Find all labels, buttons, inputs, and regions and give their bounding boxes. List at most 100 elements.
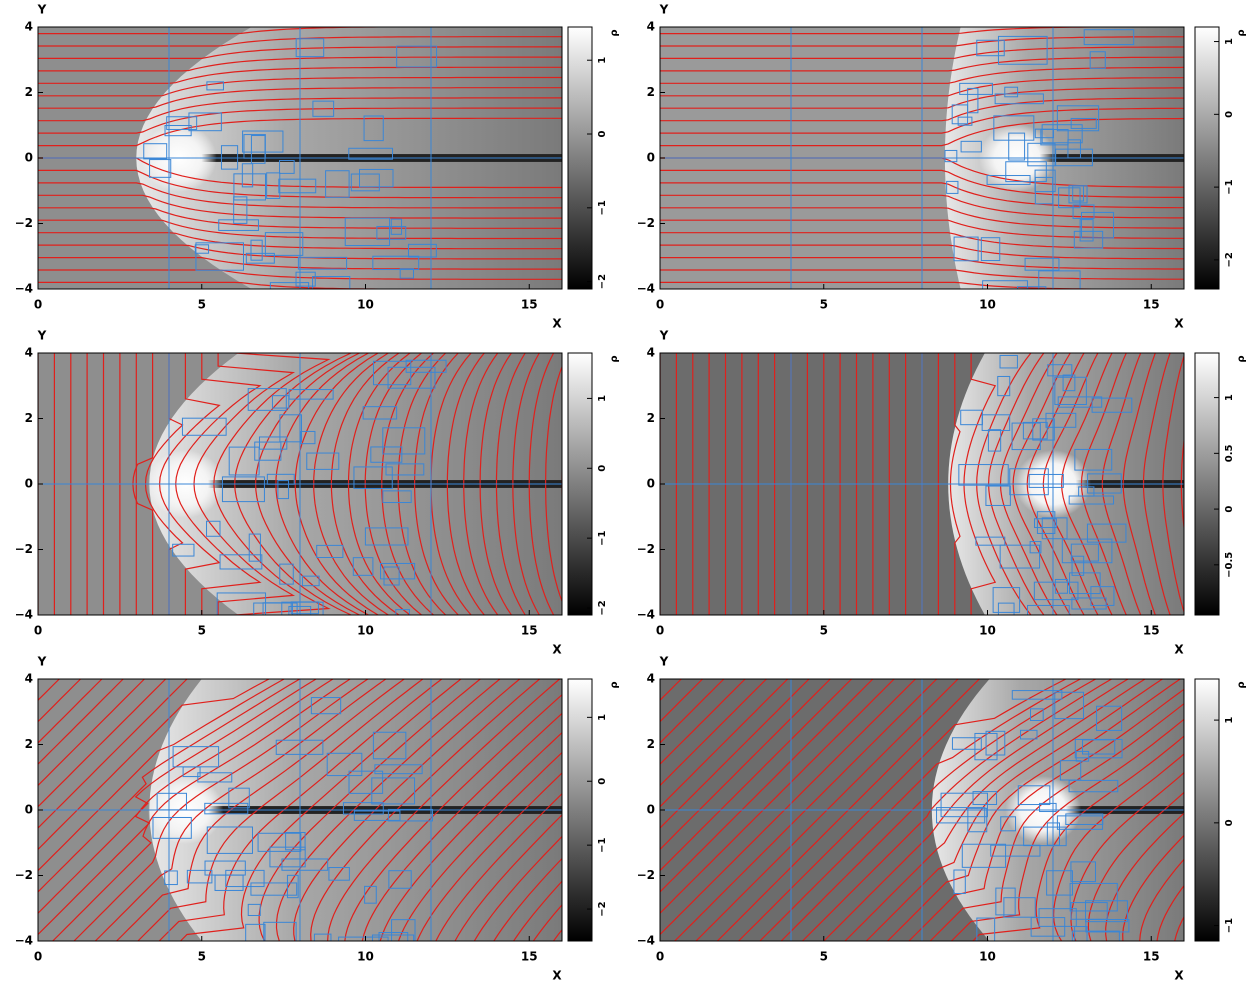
mesh-box bbox=[286, 874, 299, 899]
mesh-box bbox=[1027, 142, 1056, 167]
field-line bbox=[38, 679, 125, 765]
mesh-box bbox=[1070, 117, 1097, 129]
mesh-box bbox=[250, 135, 266, 164]
mesh-box bbox=[279, 563, 294, 585]
y-tick-label: −2 bbox=[15, 868, 33, 882]
x-tick-label: 15 bbox=[521, 298, 538, 312]
mesh-box bbox=[946, 180, 959, 194]
mesh-box bbox=[1040, 128, 1069, 146]
mesh-box bbox=[269, 282, 310, 289]
colorbar: −1 0 1 ρ bbox=[1194, 678, 1246, 942]
mesh-box bbox=[279, 414, 303, 443]
density-field bbox=[38, 679, 562, 941]
y-tick-label: −2 bbox=[637, 542, 655, 556]
mesh-box bbox=[328, 867, 350, 881]
y-tick-label: −2 bbox=[15, 216, 33, 230]
mesh-box bbox=[316, 544, 344, 559]
mesh-box bbox=[1005, 161, 1047, 183]
y-tick-label: −4 bbox=[637, 282, 655, 296]
mesh-box bbox=[295, 271, 316, 287]
field-line bbox=[1233, 346, 1246, 621]
x-tick-label: 5 bbox=[198, 298, 206, 312]
mesh-box bbox=[1074, 926, 1088, 941]
y-tick-label: −4 bbox=[15, 282, 33, 296]
mesh-box bbox=[382, 490, 412, 504]
mesh-box bbox=[1022, 421, 1048, 440]
mesh-box bbox=[1047, 364, 1073, 377]
mesh-box bbox=[1078, 486, 1095, 497]
mesh-box bbox=[1041, 517, 1068, 540]
mesh-box bbox=[1086, 523, 1127, 543]
mesh-box bbox=[1038, 270, 1081, 289]
mesh-box bbox=[233, 196, 248, 224]
mesh-box bbox=[999, 354, 1018, 369]
mesh-box bbox=[149, 159, 172, 178]
mesh-box bbox=[348, 770, 384, 794]
mesh-box bbox=[982, 280, 1028, 289]
mesh-box bbox=[247, 903, 261, 916]
field-line bbox=[473, 835, 562, 941]
mesh-box bbox=[1011, 422, 1041, 451]
colorbar-tick-label: −2 bbox=[597, 901, 608, 916]
mesh-box bbox=[405, 359, 447, 373]
mesh-box bbox=[245, 923, 266, 941]
mesh-box bbox=[182, 766, 201, 778]
mesh-box bbox=[1087, 473, 1122, 494]
mesh-box bbox=[288, 605, 312, 615]
mesh-box bbox=[228, 787, 250, 809]
mesh-box bbox=[995, 887, 1016, 916]
colorbar-gradient bbox=[1194, 352, 1220, 616]
mesh-box bbox=[967, 87, 979, 114]
mesh-box bbox=[1027, 604, 1070, 615]
mesh-box bbox=[1072, 204, 1095, 219]
x-tick-label: 10 bbox=[357, 950, 374, 964]
x-tick-label: 10 bbox=[979, 624, 996, 638]
mesh-box bbox=[1003, 897, 1036, 918]
mesh-box bbox=[241, 163, 254, 188]
mesh-box bbox=[1074, 448, 1113, 471]
mesh-box bbox=[975, 536, 1006, 546]
mesh bbox=[660, 353, 1184, 615]
mesh-box bbox=[981, 414, 1011, 431]
mesh-box bbox=[186, 869, 213, 884]
colorbar-tick-label: 1 bbox=[1224, 717, 1235, 724]
colorbar: −0.5 0 0.5 1 ρ bbox=[1194, 352, 1246, 616]
y-tick-label: 4 bbox=[25, 20, 33, 34]
mesh-box bbox=[980, 237, 1001, 262]
colorbar-gradient bbox=[567, 26, 593, 290]
mesh-box bbox=[214, 874, 244, 891]
mesh-box bbox=[1023, 826, 1067, 847]
x-axis-label: X bbox=[1174, 969, 1184, 983]
field-line bbox=[38, 679, 82, 723]
x-tick-label: 10 bbox=[357, 298, 374, 312]
mesh-box bbox=[1091, 397, 1133, 413]
mesh-box bbox=[997, 602, 1015, 615]
mesh-box bbox=[953, 236, 979, 262]
mesh-box bbox=[338, 936, 389, 941]
colorbar-gradient bbox=[567, 678, 593, 942]
mesh-box bbox=[997, 375, 1011, 397]
mesh-box bbox=[206, 81, 224, 91]
panel: 0 5 10 15 −4 −2 0 2 4 X Y −1 0 1 ρ bbox=[637, 655, 1246, 983]
field-line bbox=[38, 679, 103, 744]
mesh-box bbox=[350, 173, 380, 192]
mesh-box bbox=[313, 933, 332, 941]
mesh-box bbox=[266, 172, 281, 199]
mesh bbox=[38, 353, 562, 615]
colorbar-tick-label: −2 bbox=[597, 274, 608, 289]
density-field bbox=[660, 679, 1184, 941]
mesh-box bbox=[312, 276, 351, 289]
mesh-box bbox=[326, 752, 363, 777]
mesh-box bbox=[364, 527, 409, 546]
mesh-box bbox=[275, 739, 324, 755]
mesh-box bbox=[380, 562, 416, 580]
mesh-box bbox=[985, 485, 1011, 506]
mesh-box bbox=[1071, 555, 1085, 576]
mesh-box bbox=[1079, 219, 1094, 242]
mesh-box bbox=[387, 366, 436, 389]
colorbar-label: ρ bbox=[609, 355, 620, 362]
mesh-box bbox=[993, 115, 1035, 141]
y-tick-label: 4 bbox=[25, 346, 33, 360]
y-tick-label: 0 bbox=[647, 151, 655, 165]
mesh-box bbox=[250, 239, 263, 261]
